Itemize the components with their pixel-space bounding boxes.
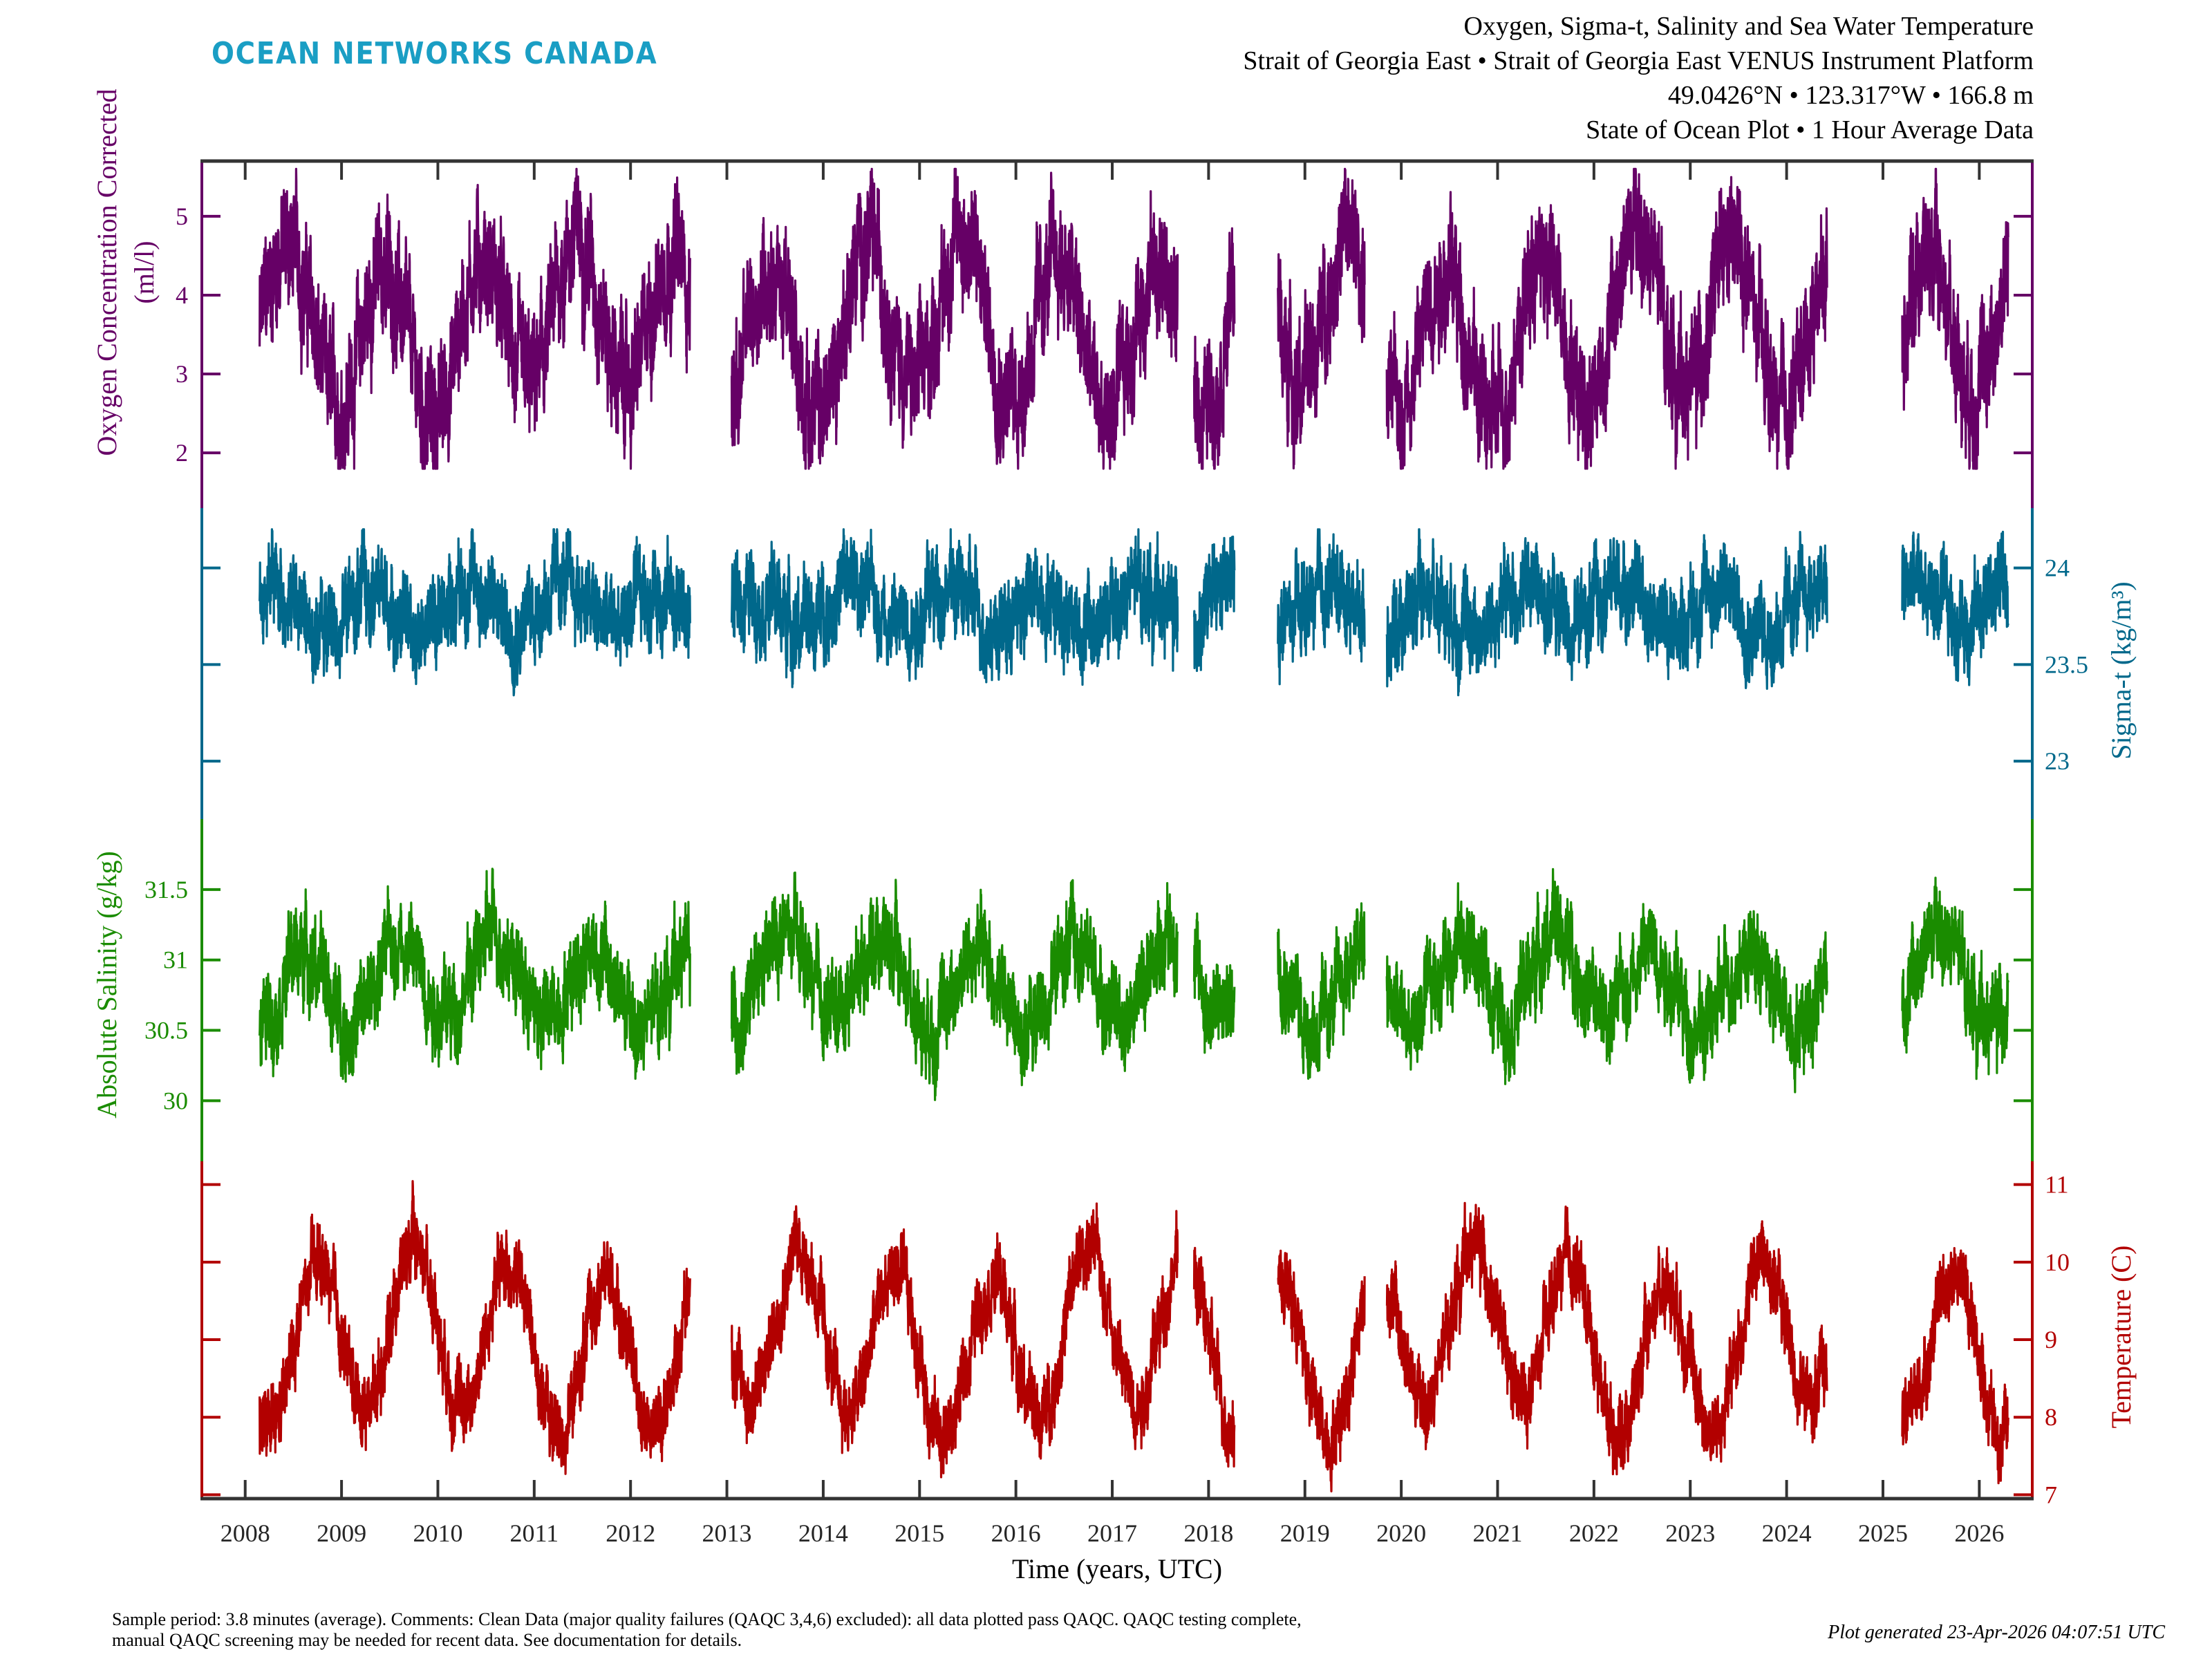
plot-generated-timestamp: Plot generated 23-Apr-2026 04:07:51 UTC <box>1828 1622 2165 1643</box>
series-segment <box>259 167 691 470</box>
y-tick-label: 8 <box>2045 1403 2057 1431</box>
footer-comments: Sample period: 3.8 minutes (average). Co… <box>112 1609 1702 1651</box>
x-tick-label: 2023 <box>1665 1519 1715 1547</box>
x-tick-label: 2012 <box>606 1519 655 1547</box>
x-tick-label: 2008 <box>221 1519 270 1547</box>
x-tick-label: 2022 <box>1569 1519 1619 1547</box>
series-segment <box>1192 535 1236 673</box>
series-segment <box>259 528 691 697</box>
plot-title: Oxygen, Sigma-t, Salinity and Sea Water … <box>1463 12 2034 41</box>
x-tick-label: 2013 <box>702 1519 752 1547</box>
x-axis-title: Time (years, UTC) <box>1012 1553 1222 1584</box>
y-tick-label: 31.5 <box>144 876 188 903</box>
y-tick-label: 9 <box>2045 1326 2057 1353</box>
series-segment <box>1192 1246 1236 1468</box>
y-tick-label: 30 <box>163 1087 188 1114</box>
series-segment <box>1277 1249 1366 1492</box>
y-axis-title-oxygen-units: (ml/l) <box>129 241 160 303</box>
plot-subtitle-type: State of Ocean Plot • 1 Hour Average Dat… <box>1586 115 2034 144</box>
series-segment <box>1192 912 1236 1054</box>
y-tick-label: 5 <box>176 203 188 230</box>
series-segment <box>1901 877 2009 1080</box>
series-temperature <box>259 1180 2009 1492</box>
x-tick-label: 2025 <box>1858 1519 1908 1547</box>
series-segment <box>730 871 1179 1101</box>
series-segment <box>730 167 1179 470</box>
series-absolute-salinity <box>259 868 2009 1101</box>
y-axis-title-temperature: Temperature (C) <box>2106 1246 2137 1429</box>
y-tick-label: 23 <box>2045 747 2070 775</box>
footer-comment-line-1: Sample period: 3.8 minutes (average). Co… <box>112 1609 1302 1629</box>
series-segment <box>1385 528 1828 697</box>
x-tick-label: 2021 <box>1473 1519 1523 1547</box>
series-segment <box>1385 868 1828 1094</box>
y-axis-title-sigma-t: Sigma-t (kg/m³) <box>2106 581 2137 760</box>
y-tick-label: 31 <box>163 946 188 974</box>
y-tick-label: 4 <box>176 281 188 309</box>
x-tick-label: 2014 <box>798 1519 848 1547</box>
y-axis-title-salinity: Absolute Salinity (g/kg) <box>91 851 122 1118</box>
series-segment <box>259 868 691 1083</box>
y-tick-label: 11 <box>2045 1171 2069 1199</box>
series-segment <box>1385 167 1828 470</box>
y-tick-label: 2 <box>176 439 188 467</box>
x-tick-label: 2019 <box>1280 1519 1330 1547</box>
series-segment <box>1192 227 1236 470</box>
y-tick-label: 3 <box>176 360 188 388</box>
x-tick-label: 2017 <box>1087 1519 1137 1547</box>
series-segment <box>1277 167 1366 470</box>
footer-comment-line-2: manual QAQC screening may be needed for … <box>112 1630 742 1650</box>
series-segment <box>1901 167 2009 470</box>
series-layer <box>259 167 2009 1492</box>
x-tick-label: 2011 <box>509 1519 559 1547</box>
ocean-networks-canada-logo: OCEAN NETWORKS CANADA <box>212 36 658 71</box>
y-tick-label: 7 <box>2045 1481 2057 1508</box>
x-tick-label: 2018 <box>1183 1519 1233 1547</box>
y-tick-label: 30.5 <box>144 1017 188 1044</box>
x-tick-label: 2024 <box>1762 1519 1812 1547</box>
y-tick-label: 10 <box>2045 1248 2070 1276</box>
series-segment <box>730 528 1179 688</box>
x-tick-label: 2015 <box>894 1519 944 1547</box>
x-tick-label: 2009 <box>317 1519 366 1547</box>
series-segment <box>1277 528 1366 686</box>
series-segment <box>730 1202 1179 1479</box>
series-segment <box>1901 1247 2009 1485</box>
y-tick-label: 23.5 <box>2045 650 2088 678</box>
series-segment <box>1901 530 2009 686</box>
plot-subtitle-coordinates: 49.0426°N • 123.317°W • 166.8 m <box>1667 81 2034 110</box>
series-oxygen-concentration-corrected <box>259 167 2009 470</box>
series-segment <box>1277 902 1366 1080</box>
y-axis-title-oxygen: Oxygen Concentration Corrected <box>91 89 122 456</box>
series-segment <box>259 1180 691 1475</box>
x-tick-label: 2010 <box>413 1519 462 1547</box>
series-segment <box>1385 1201 1828 1476</box>
series-sigma-t <box>259 528 2009 697</box>
y-tick-label: 24 <box>2045 554 2070 582</box>
x-tick-label: 2016 <box>991 1519 1041 1547</box>
x-tick-label: 2020 <box>1376 1519 1426 1547</box>
x-tick-label: 2026 <box>1954 1519 2004 1547</box>
plot-subtitle-location: Strait of Georgia East • Strait of Georg… <box>1243 46 2034 75</box>
